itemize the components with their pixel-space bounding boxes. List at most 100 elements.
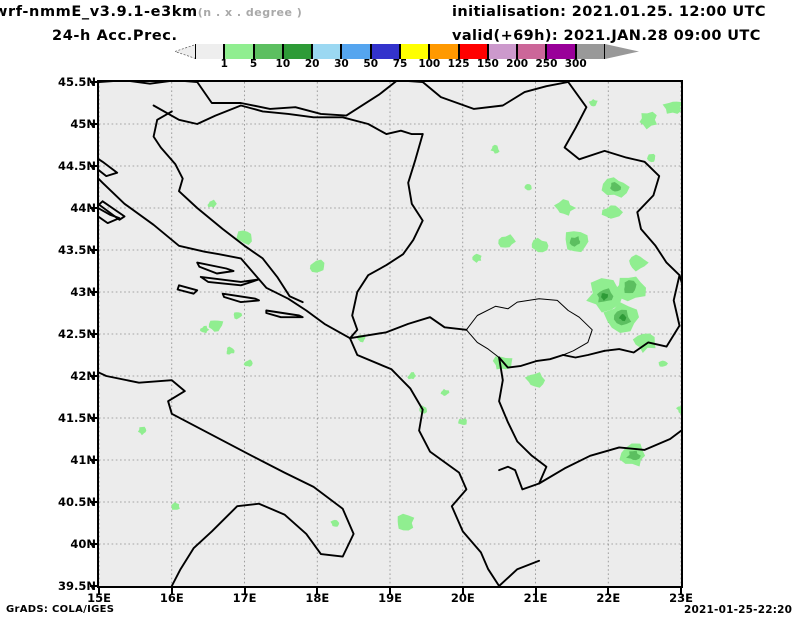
y-axis-label: 40.5N	[58, 495, 96, 509]
gridlines	[99, 82, 681, 586]
precip-patch	[662, 101, 681, 114]
precip-patch	[632, 333, 656, 353]
precip-patch	[629, 254, 649, 272]
y-axis-tick	[90, 585, 97, 587]
y-axis-tick	[90, 207, 97, 209]
border-line	[152, 104, 424, 136]
x-axis-label: 16E	[159, 591, 184, 605]
colorbar-cell	[429, 44, 459, 59]
colorbar-cell	[224, 44, 254, 59]
grads-credit: GrADS: COLA/IGES	[6, 604, 115, 615]
x-axis-tick	[243, 588, 246, 595]
map-vector-layer	[99, 82, 681, 586]
colorbar-cell	[370, 44, 400, 59]
precip-patch	[524, 372, 546, 388]
colorbar-tick-label: 20	[304, 58, 320, 70]
colorbar-cell	[399, 44, 430, 59]
y-axis-label: 42.5N	[58, 327, 96, 341]
precip-patch	[236, 230, 252, 245]
border-line	[199, 275, 260, 287]
colorbar-tick-label: 125	[447, 58, 470, 70]
field-title: 24-h Acc.Prec.	[52, 28, 178, 44]
precip-patch	[647, 153, 656, 163]
border-line	[538, 429, 681, 485]
border-line	[421, 82, 681, 284]
precipitation-layer	[137, 99, 681, 531]
border-line	[498, 356, 548, 491]
x-axis-tick	[534, 588, 537, 595]
x-axis-label: 20E	[450, 591, 475, 605]
borders-layer	[99, 82, 681, 586]
border-line	[562, 349, 606, 359]
x-axis-tick	[389, 588, 391, 595]
border-line	[176, 284, 199, 295]
colorbar-cell	[517, 44, 547, 59]
colorbar-underflow-arrow-icon	[175, 44, 197, 59]
colorbar-tick-label: 1	[220, 58, 228, 70]
precip-patch	[226, 346, 235, 355]
precip-patch	[601, 293, 608, 301]
y-axis-label: 42N	[70, 369, 96, 383]
colorbar-legend: 1 5 10 20 30 50 75 100 125 150 200 250 300	[175, 44, 640, 70]
precip-patch	[618, 313, 627, 322]
y-axis-label: 44.5N	[58, 159, 96, 173]
precip-patch	[588, 99, 598, 107]
x-axis-tick	[680, 588, 682, 595]
model-title: wrf-nmmE_v3.9.1-e3km(n . x . degree )	[0, 4, 302, 20]
precip-patch	[569, 236, 581, 247]
colorbar-tick-label: 150	[476, 58, 499, 70]
precip-patch	[330, 519, 340, 527]
precip-patch	[676, 406, 681, 414]
border-line	[99, 158, 119, 178]
y-axis-label: 41N	[70, 453, 96, 467]
x-axis-label: 22E	[596, 591, 621, 605]
border-line	[99, 200, 126, 221]
x-axis-label: 21E	[523, 591, 548, 605]
precip-patch	[309, 259, 325, 273]
x-axis-label: 15E	[87, 591, 111, 605]
colorbar-tick-label: 75	[392, 58, 408, 70]
colorbar-cell	[195, 44, 225, 59]
colorbar-cell	[312, 44, 342, 59]
colorbar-cell	[458, 44, 488, 59]
x-axis-tick	[170, 588, 173, 595]
colorbar-overflow-arrow-icon	[605, 44, 639, 59]
y-axis-tick	[90, 459, 97, 461]
border-line	[603, 274, 681, 354]
border-line	[99, 371, 355, 586]
y-axis-label: 45N	[70, 117, 96, 131]
model-name: wrf-nmmE_v3.9.1-e3km	[0, 4, 198, 20]
precip-patch	[624, 280, 637, 294]
x-axis-label: 19E	[378, 591, 402, 605]
y-axis-label: 43.5N	[58, 243, 96, 257]
precip-patch	[472, 253, 482, 263]
y-axis-tick	[90, 501, 97, 503]
colorbar-tick-label: 50	[363, 58, 379, 70]
border-line	[498, 559, 541, 586]
precip-patch	[233, 312, 243, 320]
y-axis-label: 43N	[70, 285, 96, 299]
precip-patch	[440, 388, 450, 396]
precip-patch	[658, 360, 668, 367]
colorbar-cell	[487, 44, 518, 59]
y-axis-tick	[90, 249, 97, 251]
precip-patch	[601, 205, 623, 219]
precip-patch	[171, 502, 180, 510]
render-timestamp: 2021-01-25-22:20	[684, 604, 793, 616]
precip-patch	[200, 325, 210, 334]
precip-patch	[498, 234, 516, 248]
border-line	[152, 110, 304, 304]
precip-patch	[610, 182, 622, 192]
y-axis-label: 44N	[70, 201, 96, 215]
precip-patch	[458, 418, 467, 425]
y-axis-label: 45.5N	[58, 75, 96, 89]
precip-patch	[554, 199, 577, 216]
precip-patch	[407, 372, 417, 380]
y-axis-tick	[90, 333, 97, 335]
border-line	[221, 292, 260, 304]
colorbar-tick-label: 10	[275, 58, 291, 70]
border-line	[349, 133, 424, 340]
map-plot-area[interactable]	[97, 80, 683, 588]
colorbar-tick-label: 100	[418, 58, 441, 70]
border-line	[196, 261, 235, 275]
